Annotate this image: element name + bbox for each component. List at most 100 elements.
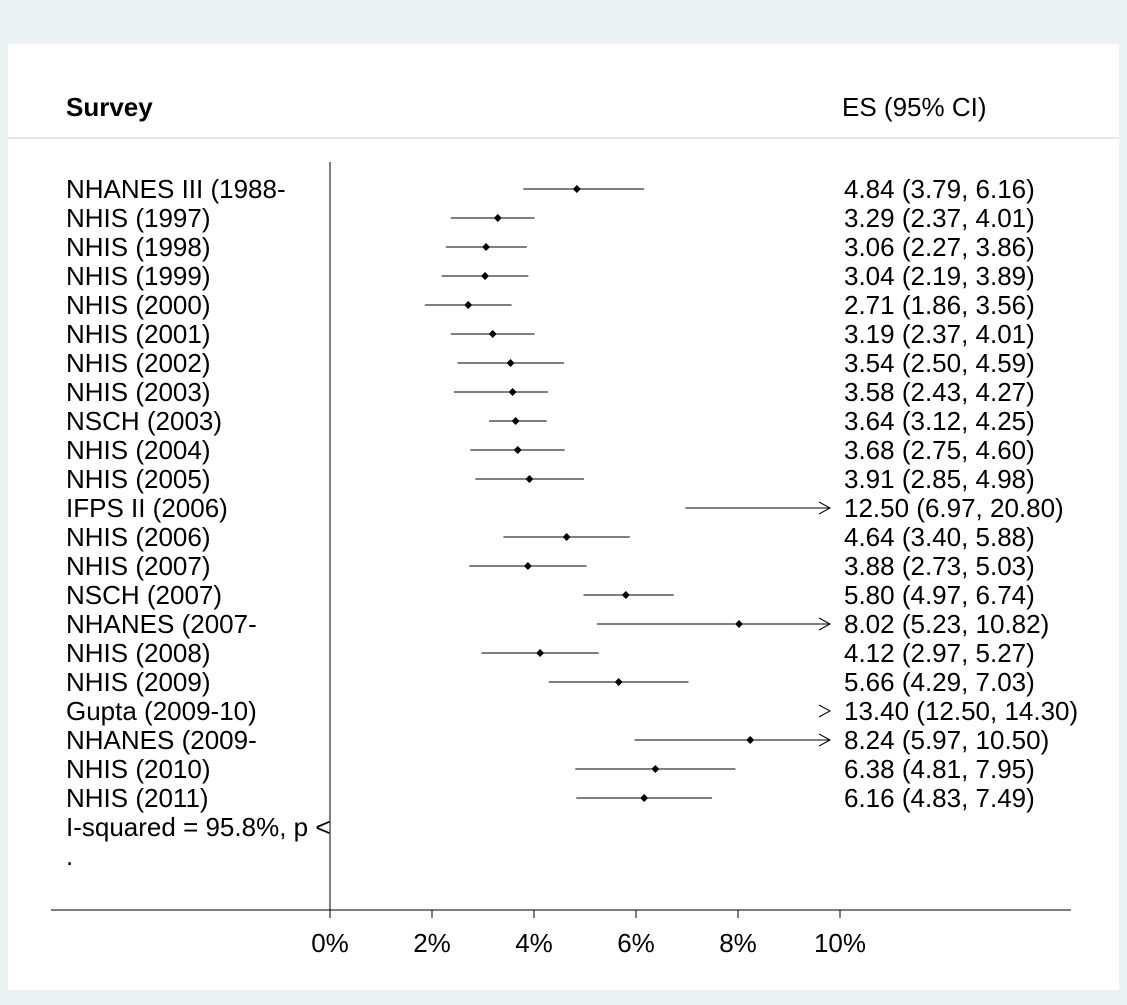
study-row: NHANES (2009- 8.24 (5.97, 10.50) bbox=[66, 725, 1049, 755]
study-ci-text: 8.24 (5.97, 10.50) bbox=[844, 725, 1049, 755]
point-estimate bbox=[513, 446, 522, 454]
point-estimate bbox=[506, 359, 515, 367]
study-row: NHIS (2000) 2.71 (1.86, 3.56) bbox=[66, 290, 1035, 320]
study-label: NSCH (2007) bbox=[66, 580, 222, 610]
point-estimate bbox=[523, 562, 532, 570]
study-ci-text: 4.64 (3.40, 5.88) bbox=[844, 522, 1035, 552]
study-row: NHIS (2010) 6.38 (4.81, 7.95) bbox=[66, 754, 1035, 784]
study-row: NHIS (2003) 3.58 (2.43, 4.27) bbox=[66, 377, 1035, 407]
point-estimate bbox=[735, 620, 744, 628]
point-estimate bbox=[621, 591, 630, 599]
study-ci-text: 3.64 (3.12, 4.25) bbox=[844, 406, 1035, 436]
study-row: NHANES (2007- 8.02 (5.23, 10.82) bbox=[66, 609, 1049, 639]
x-tick-label: 2% bbox=[413, 928, 451, 958]
study-row: NHIS (2001) 3.19 (2.37, 4.01) bbox=[66, 319, 1035, 349]
study-ci-text: 3.68 (2.75, 4.60) bbox=[844, 435, 1035, 465]
study-ci-text: 5.80 (4.97, 6.74) bbox=[844, 580, 1035, 610]
study-label: NHIS (2011) bbox=[66, 783, 209, 813]
study-row: IFPS II (2006) 12.50 (6.97, 20.80) bbox=[66, 493, 1064, 523]
study-ci-text: 6.38 (4.81, 7.95) bbox=[844, 754, 1035, 784]
study-row: NHIS (2004) 3.68 (2.75, 4.60) bbox=[66, 435, 1035, 465]
study-ci-text: 2.71 (1.86, 3.56) bbox=[844, 290, 1035, 320]
study-row: NHIS (2009) 5.66 (4.29, 7.03) bbox=[66, 667, 1035, 697]
study-row: NHANES III (1988- 4.84 (3.79, 6.16) bbox=[66, 174, 1035, 204]
point-estimate bbox=[651, 765, 660, 773]
study-ci-text: 4.84 (3.79, 6.16) bbox=[844, 174, 1035, 204]
study-ci-text: 4.12 (2.97, 5.27) bbox=[844, 638, 1035, 668]
study-ci-text: 8.02 (5.23, 10.82) bbox=[844, 609, 1049, 639]
study-ci-text: 3.06 (2.27, 3.86) bbox=[844, 232, 1035, 262]
study-row: NHIS (1997) 3.29 (2.37, 4.01) bbox=[66, 203, 1035, 233]
study-ci-text: 3.91 (2.85, 4.98) bbox=[844, 464, 1035, 494]
study-label: NHIS (2000) bbox=[66, 290, 211, 320]
x-tick-label: 4% bbox=[515, 928, 553, 958]
study-row: NHIS (2007) 3.88 (2.73, 5.03) bbox=[66, 551, 1035, 581]
study-label: NHIS (2007) bbox=[66, 551, 211, 581]
study-label: NHIS (2004) bbox=[66, 435, 211, 465]
study-ci-text: 3.54 (2.50, 4.59) bbox=[844, 348, 1035, 378]
study-row: NHIS (1999) 3.04 (2.19, 3.89) bbox=[66, 261, 1035, 291]
study-label: NHIS (2006) bbox=[66, 522, 211, 552]
study-ci-text: 3.88 (2.73, 5.03) bbox=[844, 551, 1035, 581]
study-row: NSCH (2007) 5.80 (4.97, 6.74) bbox=[66, 580, 1035, 610]
ci-arrow bbox=[818, 501, 832, 515]
ci-arrow bbox=[818, 617, 832, 631]
study-label: NHANES (2009- bbox=[66, 725, 257, 755]
point-estimate bbox=[640, 794, 649, 802]
point-estimate bbox=[511, 417, 520, 425]
study-row: NSCH (2003) 3.64 (3.12, 4.25) bbox=[66, 406, 1035, 436]
header-es-ci: ES (95% CI) bbox=[842, 92, 987, 122]
ci-arrow bbox=[818, 733, 832, 747]
heterogeneity-note: . bbox=[66, 841, 73, 871]
study-label: NHIS (2005) bbox=[66, 464, 211, 494]
x-tick-label: 0% bbox=[311, 928, 349, 958]
study-row: NHIS (2006) 4.64 (3.40, 5.88) bbox=[66, 522, 1035, 552]
study-label: NHIS (2002) bbox=[66, 348, 211, 378]
point-estimate bbox=[508, 388, 517, 396]
study-ci-text: 3.19 (2.37, 4.01) bbox=[844, 319, 1035, 349]
x-tick-label: 6% bbox=[617, 928, 655, 958]
x-tick-label: 10% bbox=[814, 928, 866, 958]
point-estimate bbox=[536, 649, 545, 657]
study-label: NHIS (1998) bbox=[66, 232, 211, 262]
point-estimate bbox=[614, 678, 623, 686]
study-row: NHIS (2011) 6.16 (4.83, 7.49) bbox=[66, 783, 1035, 813]
header-survey: Survey bbox=[66, 92, 153, 122]
study-label: NHANES III (1988- bbox=[66, 174, 286, 204]
point-estimate bbox=[562, 533, 571, 541]
study-label: NHIS (2010) bbox=[66, 754, 211, 784]
study-label: NSCH (2003) bbox=[66, 406, 222, 436]
study-row: NHIS (2002) 3.54 (2.50, 4.59) bbox=[66, 348, 1035, 378]
ci-arrow bbox=[818, 704, 832, 718]
study-row: Gupta (2009-10) 13.40 (12.50, 14.30) bbox=[66, 696, 1078, 726]
point-estimate bbox=[482, 243, 491, 251]
study-row: NHIS (1998) 3.06 (2.27, 3.86) bbox=[66, 232, 1035, 262]
study-label: NHIS (2008) bbox=[66, 638, 211, 668]
study-label: NHANES (2007- bbox=[66, 609, 257, 639]
study-ci-text: 13.40 (12.50, 14.30) bbox=[844, 696, 1078, 726]
study-row: NHIS (2005) 3.91 (2.85, 4.98) bbox=[66, 464, 1035, 494]
study-ci-text: 12.50 (6.97, 20.80) bbox=[844, 493, 1064, 523]
study-ci-text: 3.04 (2.19, 3.89) bbox=[844, 261, 1035, 291]
study-ci-text: 3.29 (2.37, 4.01) bbox=[844, 203, 1035, 233]
plot-panel: Survey ES (95% CI) 0% 2% 4% 6% 8% 10% NHANES … bbox=[8, 44, 1119, 990]
heterogeneity-note: I-squared = 95.8%, p < bbox=[66, 812, 331, 842]
study-label: NHIS (2001) bbox=[66, 319, 211, 349]
point-estimate bbox=[464, 301, 473, 309]
x-tick-label: 8% bbox=[719, 928, 757, 958]
study-row: NHIS (2008) 4.12 (2.97, 5.27) bbox=[66, 638, 1035, 668]
study-label: NHIS (2009) bbox=[66, 667, 211, 697]
study-ci-text: 3.58 (2.43, 4.27) bbox=[844, 377, 1035, 407]
study-label: IFPS II (2006) bbox=[66, 493, 228, 523]
point-estimate bbox=[481, 272, 490, 280]
study-label: Gupta (2009-10) bbox=[66, 696, 257, 726]
study-label: NHIS (1999) bbox=[66, 261, 211, 291]
study-label: NHIS (1997) bbox=[66, 203, 211, 233]
study-ci-text: 5.66 (4.29, 7.03) bbox=[844, 667, 1035, 697]
point-estimate bbox=[493, 214, 502, 222]
study-ci-text: 6.16 (4.83, 7.49) bbox=[844, 783, 1035, 813]
forest-plot: Survey ES (95% CI) 0% 2% 4% 6% 8% 10% NHANES … bbox=[8, 92, 1119, 958]
study-label: NHIS (2003) bbox=[66, 377, 211, 407]
point-estimate bbox=[572, 185, 581, 193]
point-estimate bbox=[488, 330, 497, 338]
